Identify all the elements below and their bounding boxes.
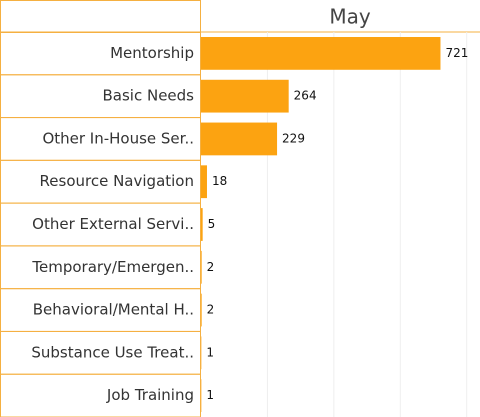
bar bbox=[201, 250, 202, 284]
bar bbox=[201, 37, 441, 70]
row-label: Mentorship bbox=[110, 44, 194, 62]
row-label: Other In-House Ser.. bbox=[42, 129, 194, 147]
column-header: May bbox=[329, 5, 371, 29]
data-label: 229 bbox=[282, 131, 305, 145]
data-label: 1 bbox=[206, 345, 214, 359]
row-label: Behavioral/Mental H.. bbox=[33, 301, 194, 319]
row-label: Other External Servi.. bbox=[32, 215, 194, 233]
row-label: Substance Use Treat.. bbox=[31, 343, 194, 361]
data-label: 2 bbox=[207, 260, 215, 274]
data-label: 721 bbox=[445, 46, 468, 60]
bar bbox=[201, 165, 207, 199]
data-label: 2 bbox=[207, 303, 215, 317]
bar bbox=[201, 293, 202, 327]
bar bbox=[201, 79, 289, 113]
row-label: Temporary/Emergen.. bbox=[31, 258, 194, 276]
data-label: 264 bbox=[294, 89, 317, 103]
bar bbox=[201, 208, 203, 241]
data-label: 5 bbox=[208, 217, 216, 231]
bar bbox=[201, 122, 278, 156]
row-label: Basic Needs bbox=[103, 87, 195, 105]
header-cell bbox=[0, 0, 201, 33]
row-label: Resource Navigation bbox=[40, 172, 194, 190]
data-label: 1 bbox=[206, 388, 214, 402]
row-label-cell bbox=[0, 373, 201, 417]
data-label: 18 bbox=[212, 174, 227, 188]
row-label: Job Training bbox=[106, 386, 194, 404]
